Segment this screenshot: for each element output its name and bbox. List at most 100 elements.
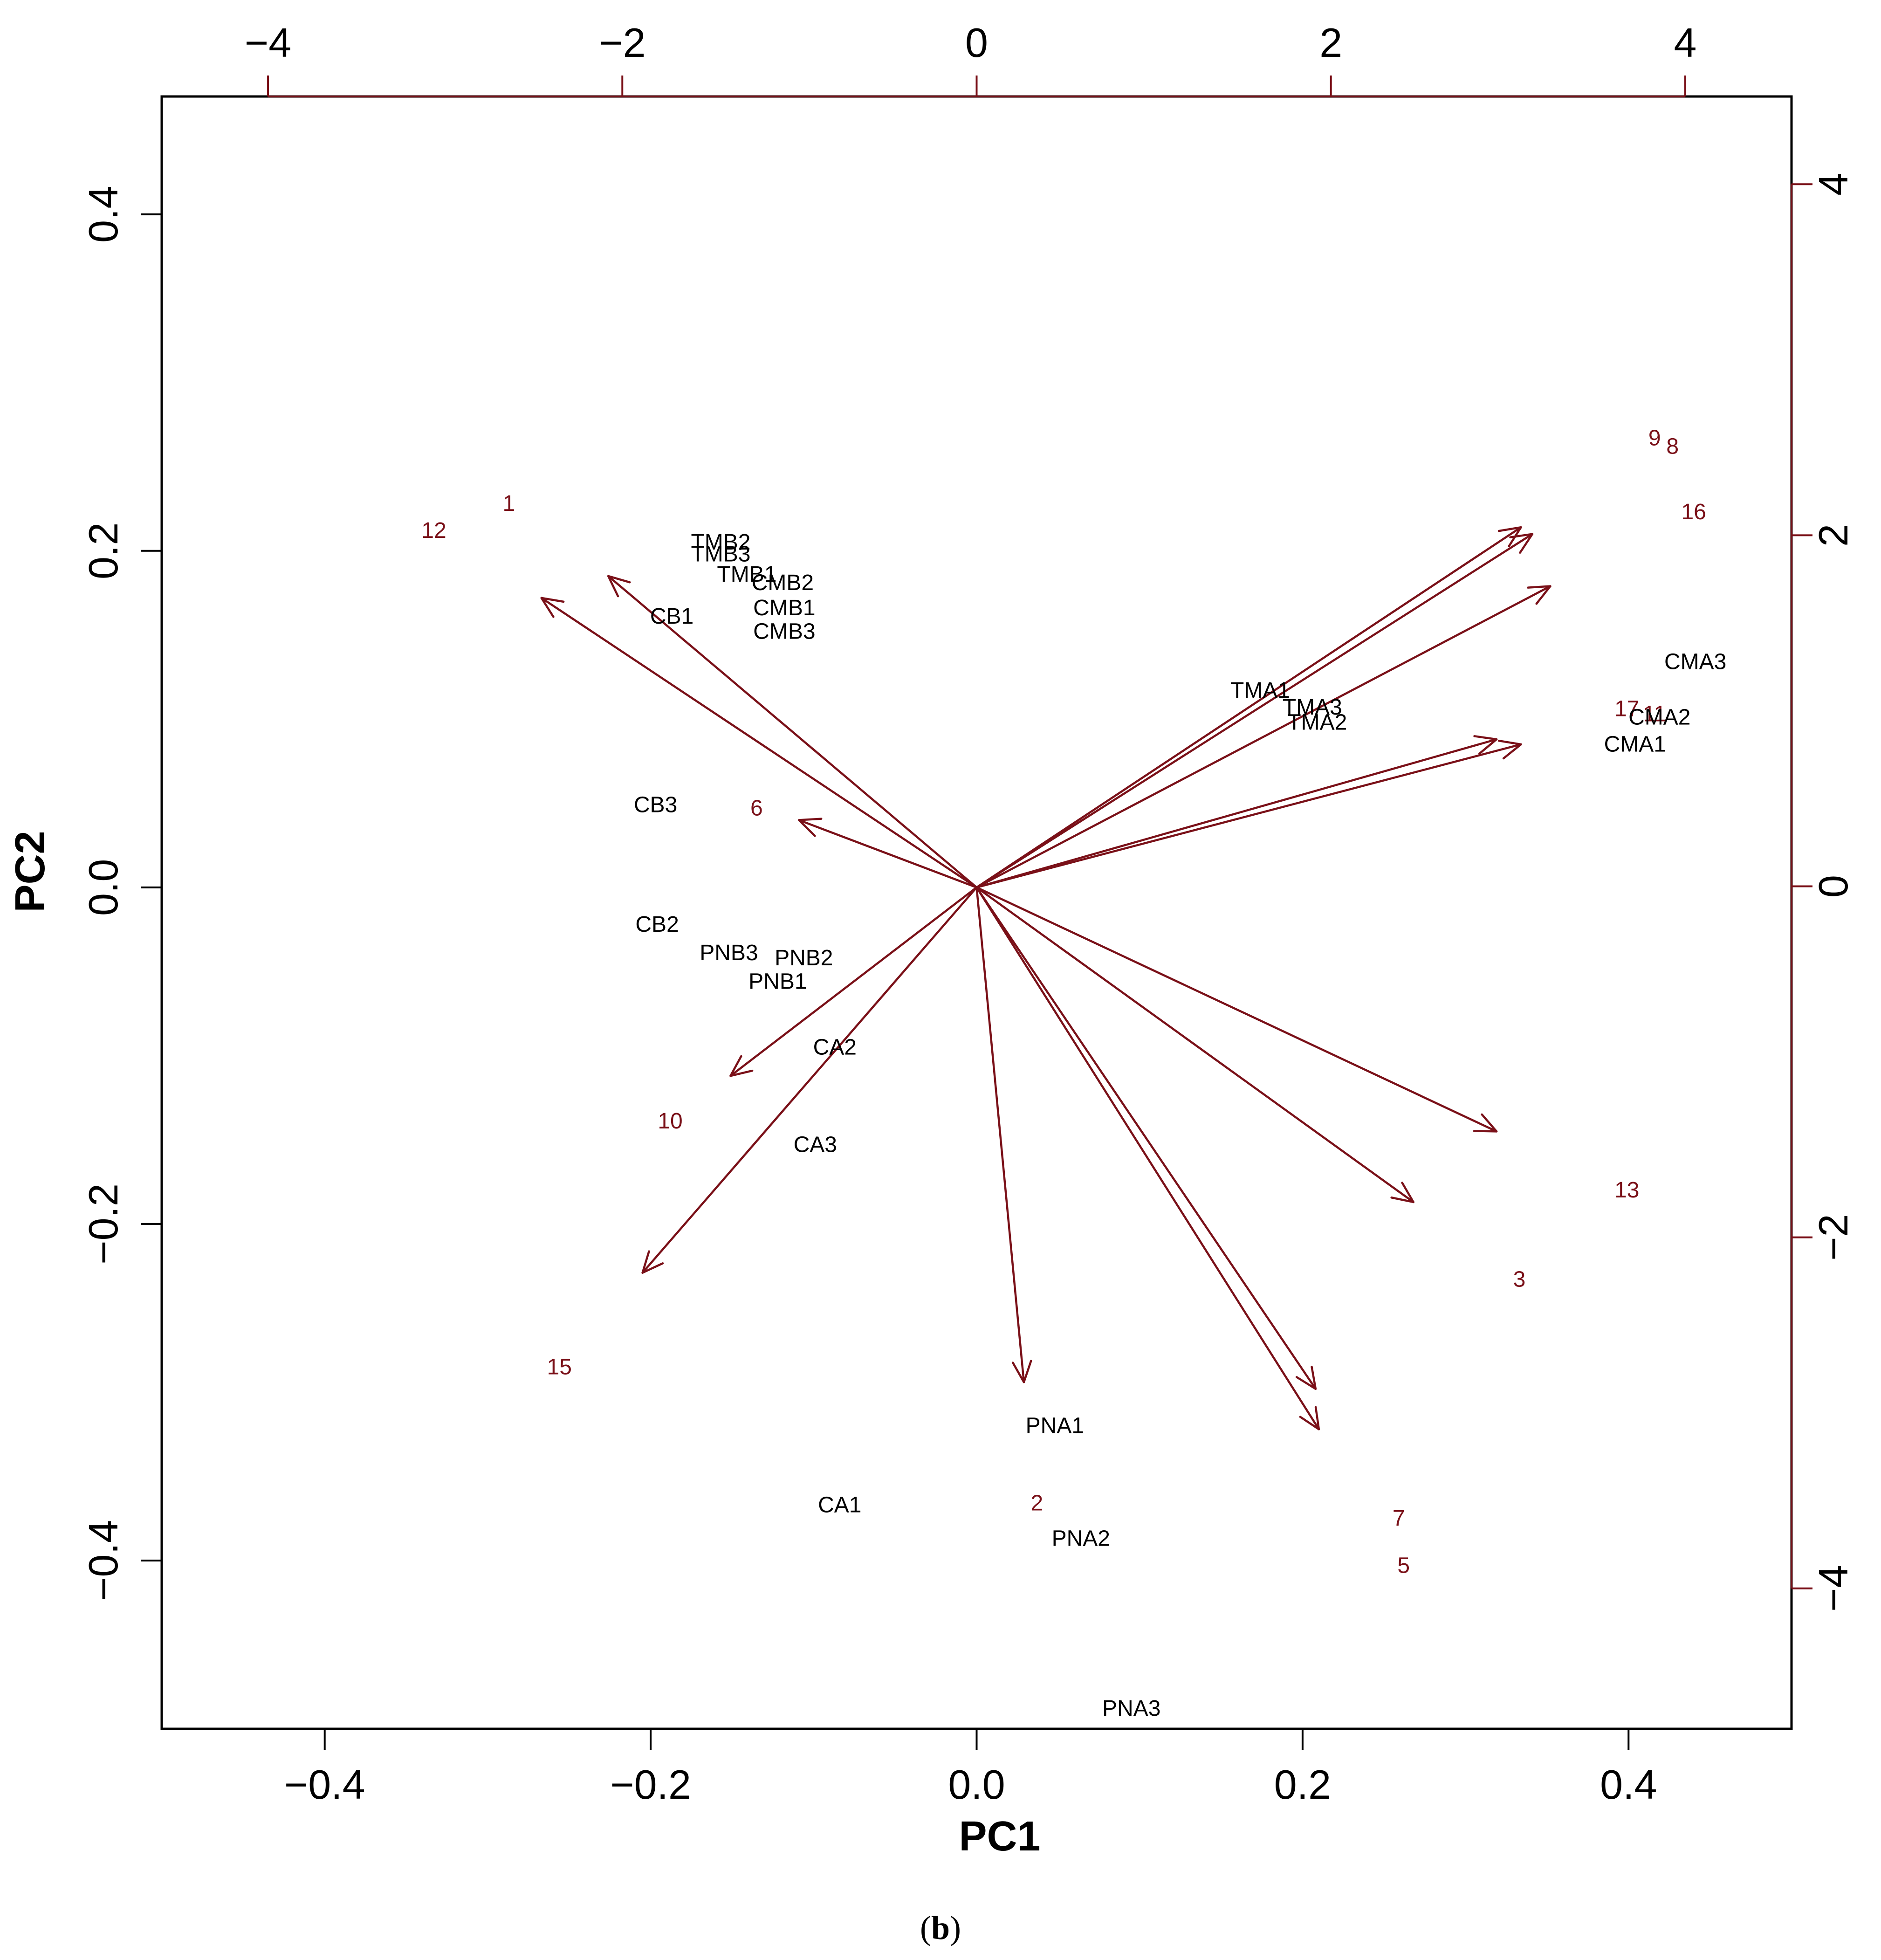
variable-label: TMA2: [1287, 710, 1347, 735]
y-tick-label: 0.4: [80, 186, 126, 243]
loading-arrowhead: [540, 597, 565, 618]
variable-label: TMB3: [691, 542, 750, 567]
caption-open: (: [920, 1909, 931, 1946]
loading-arrow: [975, 886, 1317, 1390]
top-tick-label: 4: [1674, 20, 1696, 66]
right-tick-label: 4: [1810, 173, 1856, 196]
loading-arrowhead: [1527, 585, 1551, 605]
y-axis-title: PC2: [7, 831, 54, 912]
variable-label: CA1: [818, 1492, 861, 1517]
caption-letter: b: [931, 1909, 950, 1946]
variable-label: TMB2: [691, 530, 750, 555]
loading-arrow: [975, 886, 1025, 1383]
loading-arrow: [975, 585, 1551, 889]
y-tick-label: −0.2: [80, 1183, 126, 1265]
loading-arrow: [975, 738, 1498, 889]
loading-arrowhead: [1295, 1366, 1317, 1390]
top-tick-label: 0: [965, 20, 988, 66]
loading-arrow: [798, 819, 978, 889]
loading-arrow: [975, 533, 1534, 889]
axes-group: −0.4 −0.2 0.0 0.2 0.4 −0.4 −0.2 0.0 0.2 0.4 −4 −2 0 2…: [80, 20, 1856, 1808]
loading-arrow: [729, 886, 978, 1077]
observation-label: 12: [421, 518, 446, 543]
loading-arrow: [975, 886, 1320, 1430]
top-tick-label: 2: [1319, 20, 1342, 66]
loading-arrowhead: [1509, 533, 1534, 554]
right-tick-label: 2: [1810, 524, 1856, 547]
variable-label: TMB1: [717, 562, 776, 587]
variable-label: CMA2: [1628, 705, 1690, 730]
loading-arrowhead: [1390, 1182, 1414, 1204]
loading-arrowhead: [798, 818, 823, 837]
variable-label: CA2: [813, 1035, 857, 1059]
observation-label: 17: [1614, 697, 1639, 722]
x-axis-title: PC1: [959, 1813, 1040, 1860]
y-tick-label: 0.2: [80, 523, 126, 579]
observation-label: 8: [1666, 434, 1679, 459]
loading-arrow: [607, 575, 978, 889]
right-tick-label: −2: [1810, 1214, 1856, 1260]
observation-label: 1: [503, 491, 515, 516]
variable-label: CA3: [794, 1133, 837, 1157]
observation-label: 7: [1393, 1506, 1405, 1531]
observation-label: 16: [1681, 500, 1706, 524]
x-tick-label: −0.2: [610, 1761, 691, 1808]
loading-arrowhead: [1012, 1360, 1032, 1383]
figure-caption: (b): [0, 1909, 1881, 1947]
variable-label: CMA1: [1604, 732, 1666, 756]
observation-label: 2: [1031, 1491, 1043, 1516]
loading-arrows: [540, 526, 1551, 1430]
variable-label: PNA2: [1052, 1527, 1110, 1551]
right-tick-label: −4: [1810, 1565, 1856, 1612]
loading-arrowhead: [1497, 739, 1522, 760]
top-tick-label: −2: [599, 20, 645, 66]
observation-label: 10: [658, 1109, 682, 1134]
y-tick-label: 0.0: [80, 859, 126, 916]
variable-label: PNB2: [775, 946, 833, 970]
loading-arrowhead: [607, 575, 631, 598]
loading-arrowhead: [729, 1055, 754, 1077]
loading-arrow: [975, 526, 1522, 889]
y-tick-label: −0.4: [80, 1520, 126, 1601]
loading-arrowhead: [641, 1250, 664, 1274]
right-tick-label: 0: [1810, 875, 1856, 898]
variable-label: PNB1: [748, 970, 807, 994]
observation-label: 5: [1397, 1553, 1410, 1578]
x-tick-label: 0.0: [948, 1761, 1005, 1808]
loading-arrow: [540, 597, 978, 889]
variable-label: CB2: [635, 912, 679, 937]
variable-label: CB1: [650, 604, 693, 629]
loading-arrowhead: [1497, 526, 1522, 547]
observation-label: 9: [1648, 426, 1661, 450]
variable-label: CMB3: [753, 619, 815, 644]
variable-label: CMB2: [752, 571, 814, 595]
variable-label: PNA3: [1102, 1696, 1160, 1721]
top-tick-label: −4: [245, 20, 291, 66]
variable-label: TMA1: [1230, 678, 1290, 703]
observation-label: 6: [750, 796, 763, 821]
loading-arrow: [975, 886, 1498, 1133]
variable-label: CMA3: [1664, 650, 1726, 674]
observation-label: 13: [1614, 1178, 1639, 1203]
variable-label: PNB3: [700, 941, 758, 965]
plot-frame: [160, 95, 1793, 1730]
x-tick-label: −0.4: [284, 1761, 365, 1808]
observation-label: 11: [1643, 701, 1666, 726]
variable-label: CMB1: [753, 596, 815, 620]
loading-arrowhead: [1473, 1113, 1498, 1133]
loading-arrowhead: [1299, 1406, 1320, 1430]
loading-arrow: [975, 886, 1414, 1204]
loading-arrow: [975, 743, 1522, 889]
observation-label: 3: [1513, 1267, 1526, 1292]
caption-close: ): [950, 1909, 961, 1946]
loading-arrowhead: [1473, 735, 1498, 755]
variable-label: PNA1: [1026, 1414, 1084, 1438]
variable-label: CB3: [634, 792, 677, 817]
observation-label: 15: [547, 1355, 572, 1379]
x-tick-label: 0.2: [1274, 1761, 1331, 1808]
variable-label: TMA3: [1283, 695, 1342, 720]
loading-arrow: [641, 886, 978, 1274]
